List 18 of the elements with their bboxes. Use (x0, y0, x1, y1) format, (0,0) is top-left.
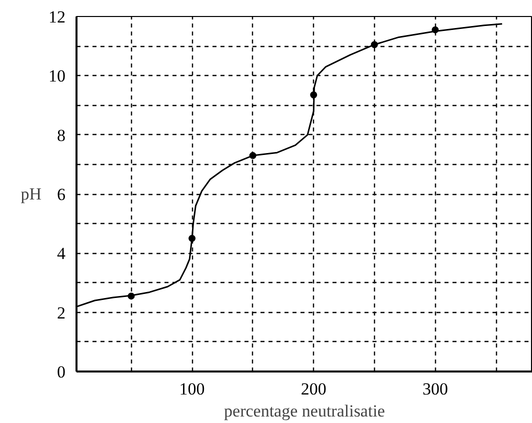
y-tick-label: 2 (57, 303, 66, 322)
y-axis-title: pH (20, 184, 42, 204)
point (128, 292, 135, 300)
x-axis-title: percentage neutralisatie (224, 402, 385, 420)
y-tick-label: 12 (48, 8, 66, 26)
point (188, 234, 196, 242)
x-tick-label: 300 (422, 380, 448, 398)
y-tick-label: 10 (48, 66, 66, 86)
y-tick-label: 4 (57, 244, 66, 264)
point (432, 26, 439, 34)
x-tick-label: 100 (179, 380, 205, 398)
y-tick-label: 8 (57, 126, 66, 145)
point (249, 152, 256, 160)
y-tick-label: 6 (57, 185, 66, 204)
point (370, 41, 378, 48)
point (310, 91, 318, 98)
y-tick-label: 0 (57, 362, 66, 382)
x-tick-label: 200 (300, 380, 326, 398)
